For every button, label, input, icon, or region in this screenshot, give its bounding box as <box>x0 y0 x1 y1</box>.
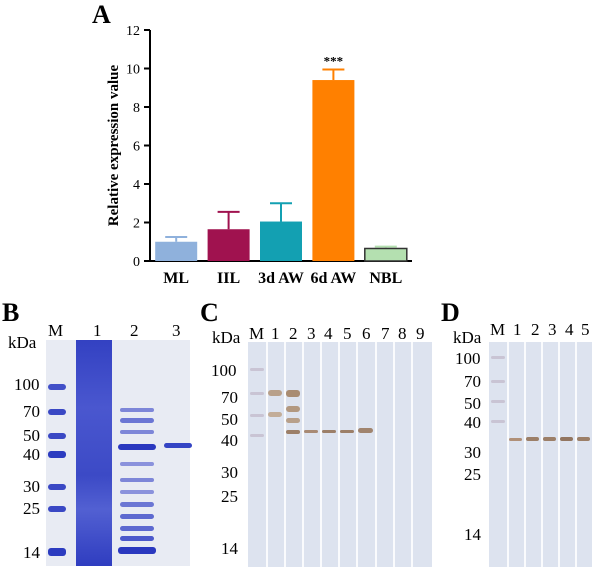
blot-d-lane-2: 2 <box>531 320 540 339</box>
significance-annotation: *** <box>324 53 344 68</box>
gel-b-marker-50: 50 <box>23 426 40 445</box>
y-axis-label: Relative expression value <box>106 64 122 226</box>
blot-d-marker-30: 30 <box>464 443 481 462</box>
panel-label-a: A <box>92 0 111 29</box>
bar-ml <box>155 241 198 261</box>
blot-d-lane-4: 4 <box>565 320 574 339</box>
blot-d-marker-14: 14 <box>464 525 481 544</box>
blot-c-marker-100: 100 <box>211 361 237 380</box>
x-tick-label: 3d AW <box>258 270 304 287</box>
y-tick-label: 8 <box>133 101 140 116</box>
gel-b-lane-1: 1 <box>93 321 102 340</box>
blot-c-lane-2: 2 <box>289 324 298 343</box>
x-tick-label: NBL <box>369 270 402 287</box>
panel-label-d: D <box>441 298 460 327</box>
blot-d-marker-50: 50 <box>464 394 481 413</box>
blot-d-kda-label: kDa <box>453 328 482 347</box>
y-tick-label: 4 <box>133 178 140 193</box>
x-tick-label: ML <box>163 270 189 287</box>
x-tick-label: 6d AW <box>311 270 357 287</box>
blot-c-lane-5: 5 <box>343 324 352 343</box>
blot-c-marker-14: 14 <box>221 539 238 558</box>
blot-c-lane-3: 3 <box>307 324 316 343</box>
blot-d-image <box>489 342 592 567</box>
y-tick-label: 6 <box>133 140 140 155</box>
blot-c-marker-70: 70 <box>221 388 238 407</box>
bar-6d-aw <box>312 80 355 261</box>
gel-b-lane-3-bands <box>164 340 192 566</box>
gel-b-lane-3: 3 <box>172 321 181 340</box>
blot-c-marker-50: 50 <box>221 410 238 429</box>
y-tick-label: 2 <box>133 217 140 232</box>
gel-b-marker-40: 40 <box>23 445 40 464</box>
y-tick-label: 12 <box>126 24 140 39</box>
panel-label-b: B <box>2 298 20 327</box>
bar-iil <box>207 229 250 261</box>
blot-c-marker-30: 30 <box>221 463 238 482</box>
blot-c-marker-25: 25 <box>221 487 238 506</box>
gel-b-marker-70: 70 <box>23 402 40 421</box>
blot-d-lane-5: 5 <box>581 320 590 339</box>
panel-label-c: C <box>200 298 219 327</box>
blot-c-kda-label: kDa <box>212 328 241 347</box>
blot-c-lane-m: M <box>249 324 265 343</box>
gel-b-marker-30: 30 <box>23 477 40 496</box>
blot-c-lane-1: 1 <box>271 324 280 343</box>
gel-b-kda-label: kDa <box>8 333 37 352</box>
gel-b-lane-1-smear <box>76 340 112 566</box>
blot-d-marker-25: 25 <box>464 465 481 484</box>
gel-b-image <box>46 340 192 566</box>
gel-b-lane-m: M <box>48 321 64 340</box>
gel-b-marker-100: 100 <box>14 375 40 394</box>
bar-3d-aw <box>260 221 302 261</box>
blot-d-marker-40: 40 <box>464 413 481 432</box>
y-tick-label: 0 <box>133 255 140 270</box>
bar-nbl <box>364 247 408 262</box>
gel-b-lane-2: 2 <box>130 321 139 340</box>
y-tick-label: 10 <box>126 63 140 78</box>
gel-b-lane-2-bands <box>118 340 156 566</box>
gel-b-marker-25: 25 <box>23 499 40 518</box>
gel-b-marker-lane <box>48 340 66 566</box>
blot-d-marker-100: 100 <box>455 349 481 368</box>
x-tick-label: IIL <box>217 270 240 287</box>
blot-d-marker-70: 70 <box>464 372 481 391</box>
gel-b-marker-14: 14 <box>23 543 40 562</box>
blot-c-image <box>248 342 432 567</box>
bar-chart: 0 2 4 6 8 10 12 Relative expression value ML IIL 3… <box>106 24 412 287</box>
blot-d-lane-1: 1 <box>513 320 522 339</box>
blot-c-lane-8: 8 <box>398 324 407 343</box>
blot-d-lane-3: 3 <box>548 320 557 339</box>
blot-c-lane-9: 9 <box>416 324 425 343</box>
blot-c-lane-6: 6 <box>362 324 371 343</box>
blot-c-lane-7: 7 <box>381 324 390 343</box>
blot-c-marker-40: 40 <box>221 431 238 450</box>
blot-d-lane-m: M <box>490 320 506 339</box>
blot-c-lane-4: 4 <box>324 324 333 343</box>
